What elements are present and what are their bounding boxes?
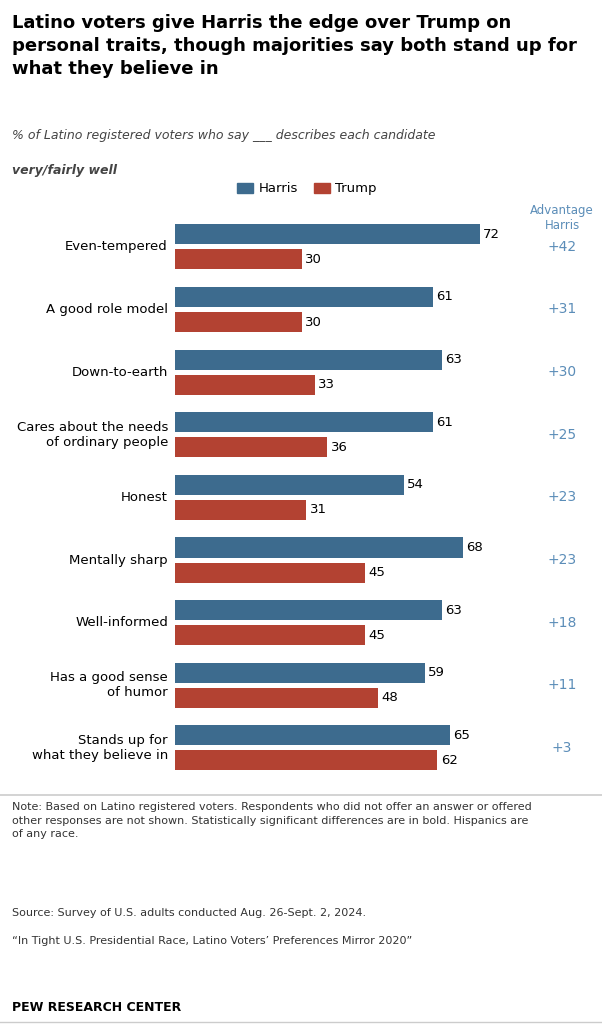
Text: Stands up for
what they believe in: Stands up for what they believe in [32,734,168,762]
Text: “In Tight U.S. Presidential Race, Latino Voters’ Preferences Mirror 2020”: “In Tight U.S. Presidential Race, Latino… [12,936,412,946]
Text: very/fairly well: very/fairly well [12,164,117,177]
Text: Cares about the needs
of ordinary people: Cares about the needs of ordinary people [17,421,168,449]
Text: Has a good sense
of humor: Has a good sense of humor [50,672,168,699]
Text: +31: +31 [547,302,577,316]
Text: Even-tempered: Even-tempered [65,241,168,253]
Text: 65: 65 [453,729,470,741]
Text: Latino voters give Harris the edge over Trump on
personal traits, though majorit: Latino voters give Harris the edge over … [12,14,577,78]
Text: Advantage
Harris: Advantage Harris [530,204,594,232]
Text: +25: +25 [547,428,577,441]
Text: 31: 31 [309,504,326,516]
Text: Well-informed: Well-informed [75,616,168,629]
Text: Mentally sharp: Mentally sharp [69,554,168,566]
Bar [175,437,327,458]
Bar [175,725,450,745]
Text: 54: 54 [407,478,424,492]
Text: +18: +18 [547,615,577,630]
Text: 48: 48 [382,691,399,705]
Text: Source: Survey of U.S. adults conducted Aug. 26-Sept. 2, 2024.: Source: Survey of U.S. adults conducted … [12,908,366,919]
Bar [175,663,424,683]
Text: Honest: Honest [121,490,168,504]
Text: +11: +11 [547,678,577,692]
Text: 62: 62 [441,754,458,767]
Text: 36: 36 [330,440,347,454]
Text: +30: +30 [547,366,577,379]
Bar [175,475,403,495]
Text: +23: +23 [547,490,577,505]
Text: 45: 45 [369,629,386,642]
Text: +3: +3 [552,741,572,755]
Text: PEW RESEARCH CENTER: PEW RESEARCH CENTER [12,1000,181,1014]
Text: 61: 61 [436,416,453,429]
Bar [175,413,433,432]
Bar [175,751,438,770]
Bar [175,538,463,557]
Text: 63: 63 [445,603,462,616]
Legend: Harris, Trump: Harris, Trump [232,177,382,201]
Text: % of Latino registered voters who say ___ describes each candidate: % of Latino registered voters who say __… [12,129,435,142]
Text: 30: 30 [305,253,322,266]
Text: 33: 33 [318,378,335,391]
Text: 45: 45 [369,566,386,579]
Bar [175,287,433,307]
Text: 72: 72 [483,227,500,241]
Bar [175,312,302,332]
Bar [175,375,315,394]
Bar [175,688,378,708]
Text: 63: 63 [445,353,462,367]
Text: Down-to-earth: Down-to-earth [72,366,168,379]
Text: 61: 61 [436,291,453,303]
Text: +23: +23 [547,553,577,567]
Bar [175,250,302,269]
Bar [175,600,442,621]
Text: 68: 68 [466,541,483,554]
Text: Note: Based on Latino registered voters. Respondents who did not offer an answer: Note: Based on Latino registered voters.… [12,802,532,840]
Bar [175,224,480,245]
Bar [175,500,306,520]
Bar [175,562,365,583]
Text: A good role model: A good role model [46,303,168,316]
Bar [175,625,365,645]
Text: 59: 59 [428,667,445,679]
Text: +42: +42 [547,240,577,254]
Bar [175,349,442,370]
Text: 30: 30 [305,315,322,329]
